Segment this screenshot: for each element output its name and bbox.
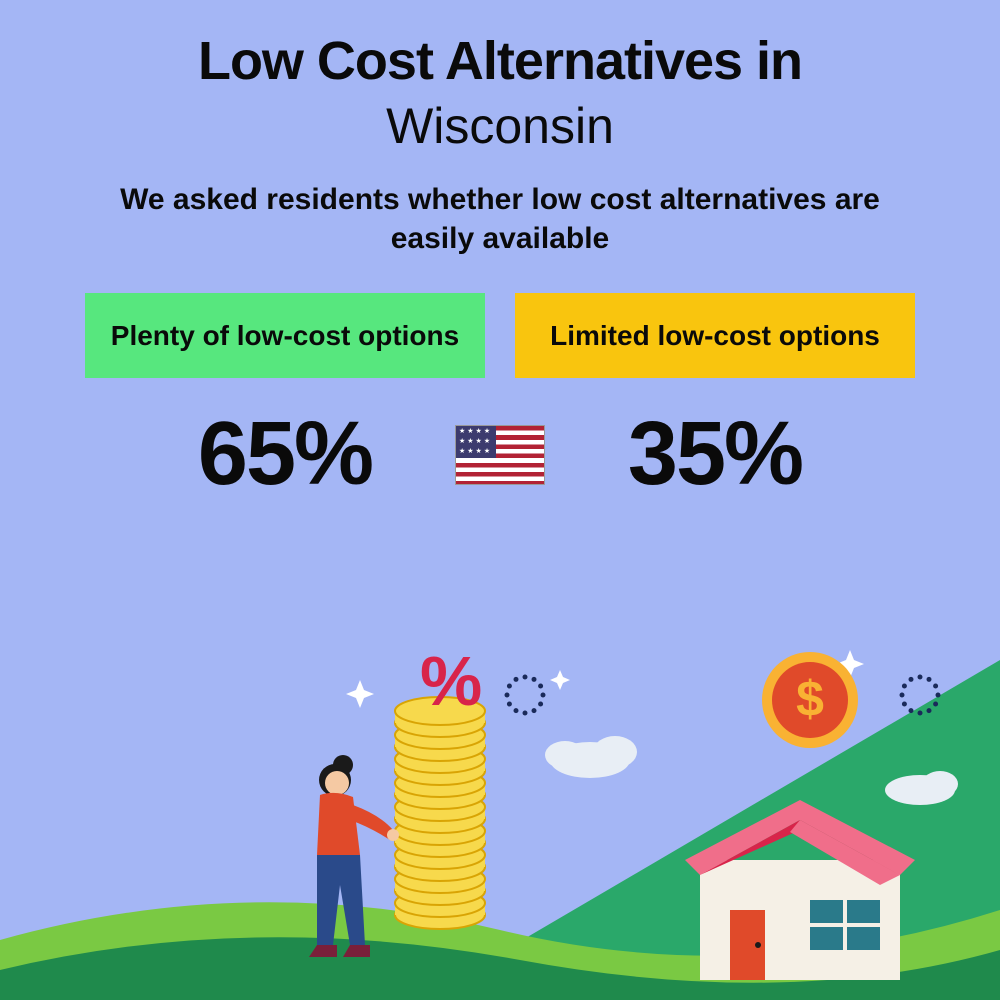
stat-value-limited: 35%: [575, 403, 855, 506]
stat-value-plenty: 65%: [145, 403, 425, 506]
option-label-plenty: Plenty of low-cost options: [111, 320, 459, 351]
svg-text:%: %: [420, 642, 482, 720]
us-flag-icon: [455, 425, 545, 485]
title-line1: Low Cost Alternatives in: [0, 30, 1000, 92]
option-box-limited: Limited low-cost options: [515, 293, 915, 378]
subtitle-text: We asked residents whether low cost alte…: [0, 180, 1000, 258]
illustration: $ %: [0, 600, 1000, 1000]
option-boxes: Plenty of low-cost options Limited low-c…: [0, 293, 1000, 378]
svg-text:$: $: [796, 671, 824, 727]
title-location: Wisconsin: [0, 97, 1000, 155]
stats-row: 65% 35%: [0, 403, 1000, 506]
option-box-plenty: Plenty of low-cost options: [85, 293, 485, 378]
option-label-limited: Limited low-cost options: [550, 320, 880, 351]
